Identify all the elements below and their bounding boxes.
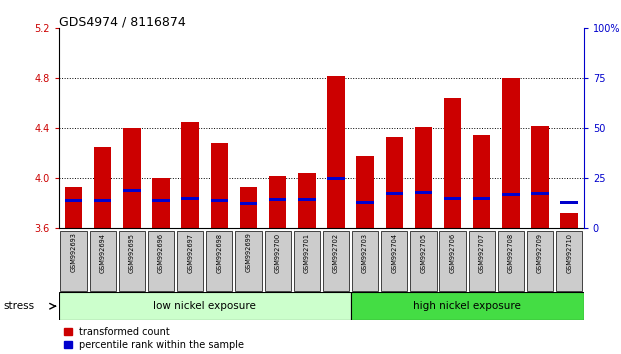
FancyBboxPatch shape xyxy=(148,232,174,291)
Text: GDS4974 / 8116874: GDS4974 / 8116874 xyxy=(59,16,186,29)
Bar xyxy=(152,199,170,202)
Bar xyxy=(211,199,228,202)
FancyBboxPatch shape xyxy=(206,232,232,291)
FancyBboxPatch shape xyxy=(381,232,407,291)
Legend: transformed count, percentile rank within the sample: transformed count, percentile rank withi… xyxy=(64,327,245,350)
Text: GSM992702: GSM992702 xyxy=(333,233,339,273)
FancyBboxPatch shape xyxy=(352,232,378,291)
Text: GSM992696: GSM992696 xyxy=(158,233,164,273)
Bar xyxy=(269,176,286,228)
Bar xyxy=(560,213,578,228)
Bar xyxy=(94,147,112,228)
Bar xyxy=(444,197,461,200)
FancyBboxPatch shape xyxy=(177,232,203,291)
Bar xyxy=(502,193,520,196)
Bar xyxy=(211,143,228,228)
FancyBboxPatch shape xyxy=(469,232,495,291)
FancyBboxPatch shape xyxy=(323,232,349,291)
Bar xyxy=(152,178,170,228)
Text: GSM992701: GSM992701 xyxy=(304,233,310,273)
Text: GSM992703: GSM992703 xyxy=(362,233,368,273)
Bar xyxy=(181,197,199,200)
Bar xyxy=(473,197,491,200)
FancyBboxPatch shape xyxy=(235,232,261,291)
Bar xyxy=(531,192,549,195)
Bar xyxy=(356,156,374,228)
FancyBboxPatch shape xyxy=(89,232,116,291)
Bar xyxy=(386,137,403,228)
Bar xyxy=(94,199,112,202)
Bar xyxy=(123,129,140,228)
Bar xyxy=(123,189,140,192)
Bar xyxy=(327,177,345,180)
FancyBboxPatch shape xyxy=(527,232,553,291)
Bar xyxy=(65,187,83,228)
Bar xyxy=(386,192,403,195)
FancyBboxPatch shape xyxy=(59,292,350,320)
FancyBboxPatch shape xyxy=(265,232,291,291)
Bar xyxy=(327,76,345,228)
FancyBboxPatch shape xyxy=(350,292,584,320)
Bar xyxy=(298,198,315,201)
Bar xyxy=(240,202,257,205)
Text: GSM992708: GSM992708 xyxy=(508,233,514,273)
Text: GSM992705: GSM992705 xyxy=(420,233,427,273)
Text: low nickel exposure: low nickel exposure xyxy=(153,301,256,311)
Text: GSM992709: GSM992709 xyxy=(537,233,543,273)
Text: GSM992706: GSM992706 xyxy=(450,233,456,273)
Bar xyxy=(415,190,432,194)
FancyBboxPatch shape xyxy=(410,232,437,291)
Text: GSM992707: GSM992707 xyxy=(479,233,485,273)
Text: GSM992693: GSM992693 xyxy=(71,233,76,273)
Bar xyxy=(181,122,199,228)
FancyBboxPatch shape xyxy=(60,232,87,291)
Bar xyxy=(444,98,461,228)
Bar xyxy=(531,126,549,228)
Bar xyxy=(473,135,491,228)
Bar xyxy=(560,200,578,204)
Text: GSM992697: GSM992697 xyxy=(187,233,193,273)
Text: high nickel exposure: high nickel exposure xyxy=(413,301,521,311)
Text: stress: stress xyxy=(3,301,34,311)
FancyBboxPatch shape xyxy=(440,232,466,291)
Text: GSM992698: GSM992698 xyxy=(216,233,222,273)
Bar xyxy=(298,173,315,228)
Bar xyxy=(502,78,520,228)
Text: GSM992694: GSM992694 xyxy=(100,233,106,273)
Text: GSM992710: GSM992710 xyxy=(566,233,572,273)
FancyBboxPatch shape xyxy=(556,232,582,291)
FancyBboxPatch shape xyxy=(294,232,320,291)
Text: GSM992700: GSM992700 xyxy=(274,233,281,273)
Text: GSM992704: GSM992704 xyxy=(391,233,397,273)
Bar xyxy=(415,127,432,228)
Bar xyxy=(240,187,257,228)
FancyBboxPatch shape xyxy=(119,232,145,291)
Bar xyxy=(356,200,374,204)
Text: GSM992695: GSM992695 xyxy=(129,233,135,273)
Text: GSM992699: GSM992699 xyxy=(245,233,252,273)
Bar xyxy=(65,199,83,202)
FancyBboxPatch shape xyxy=(498,232,524,291)
Bar xyxy=(269,198,286,201)
